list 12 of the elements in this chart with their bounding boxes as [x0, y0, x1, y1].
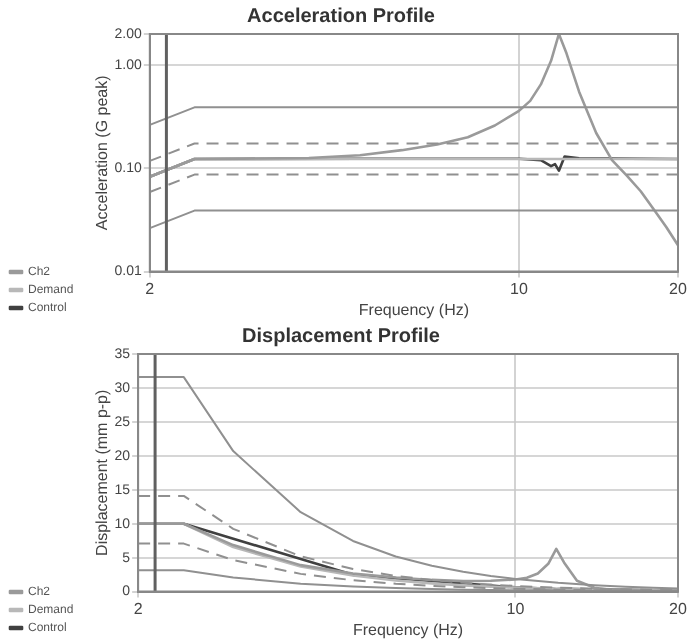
x-tick-label: 20: [669, 279, 688, 298]
y-axis-title: Acceleration (G peak): [93, 74, 112, 231]
x-tick-label: 20: [669, 599, 688, 618]
x-axis-title: Frequency (Hz): [352, 620, 464, 639]
chart-title: Acceleration Profile: [247, 5, 436, 28]
x-tick-label: 2: [145, 279, 156, 298]
y-axis-title: Displacement (mm p-p): [93, 389, 112, 556]
x-axis-title: Frequency (Hz): [358, 300, 470, 319]
chart-title: Displacement Profile: [242, 325, 441, 348]
x-tick-label: 10: [510, 279, 529, 298]
x-tick-label: 10: [506, 599, 526, 618]
x-tick-label: 2: [133, 599, 144, 618]
